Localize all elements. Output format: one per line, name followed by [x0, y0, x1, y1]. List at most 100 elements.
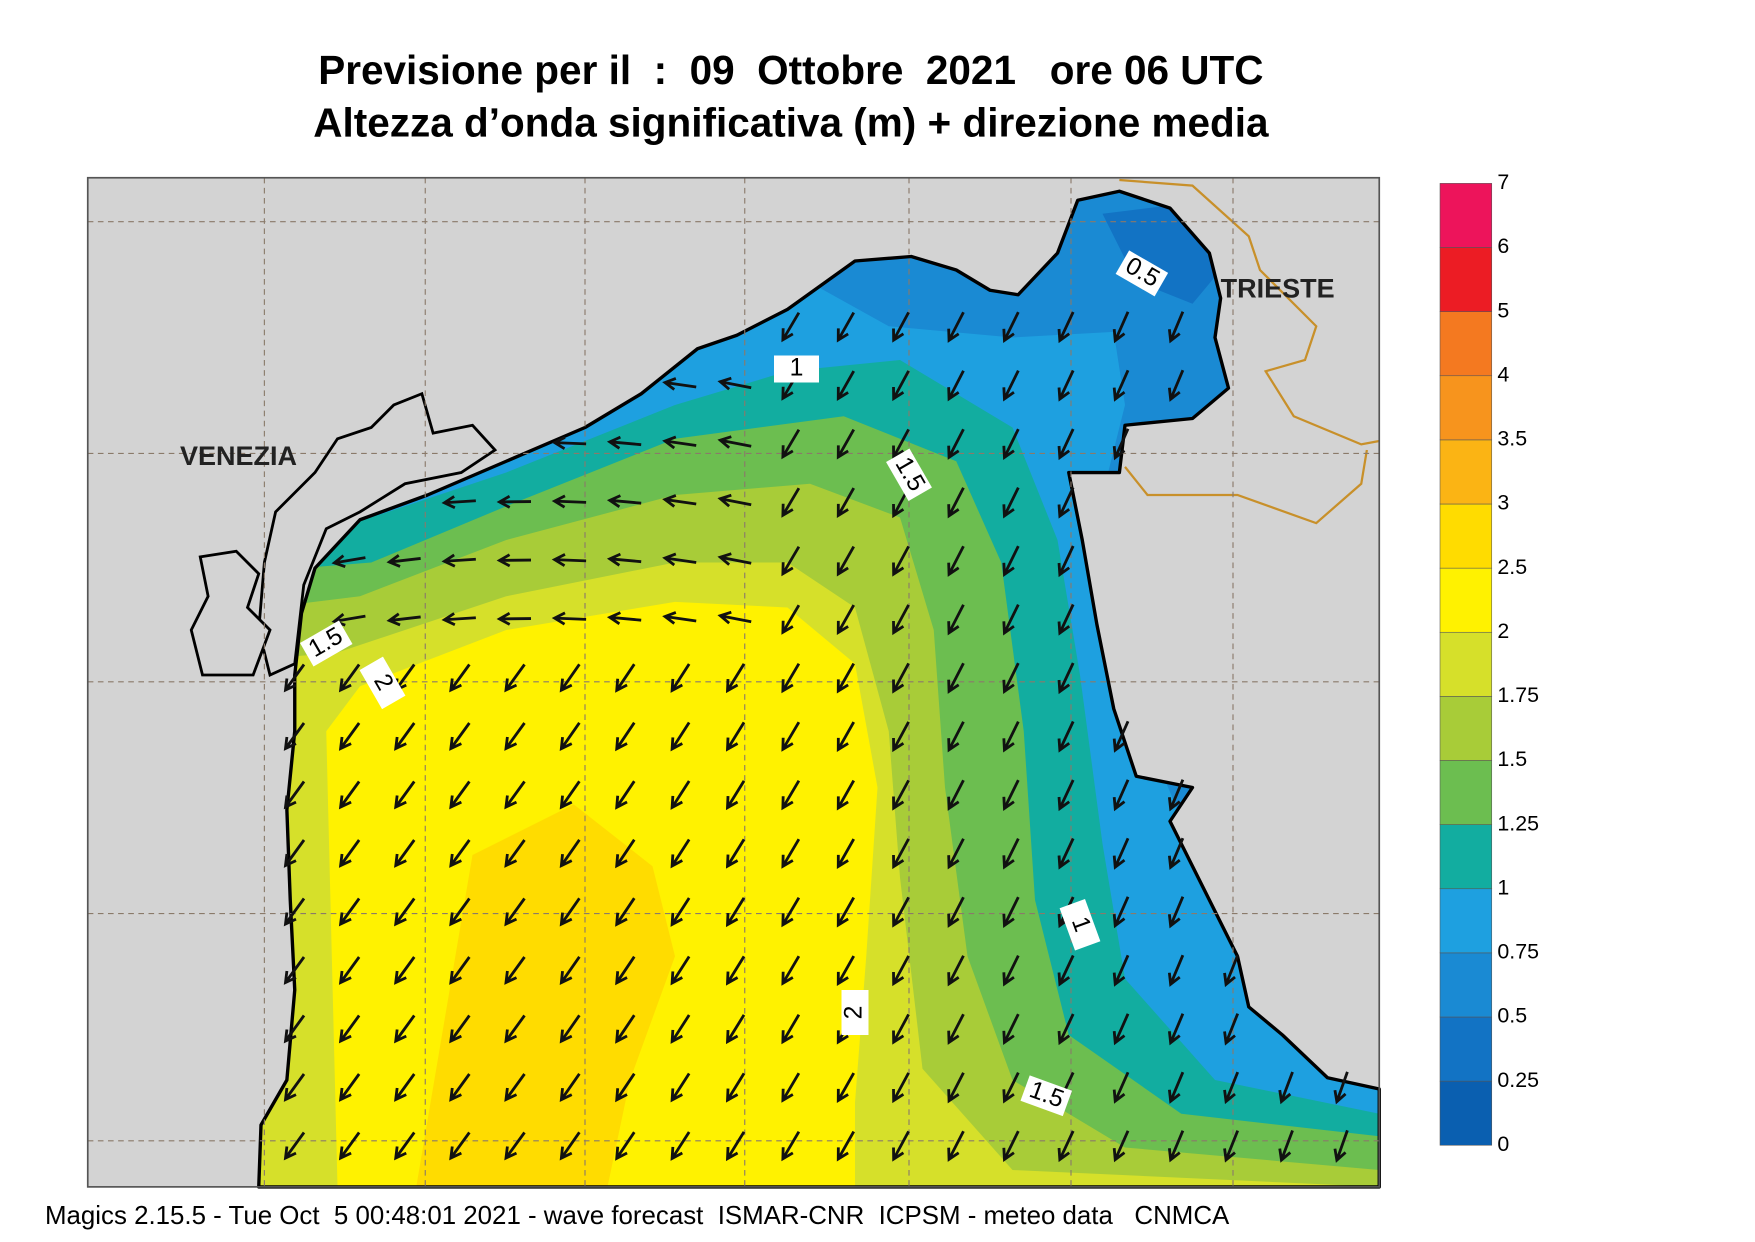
arrow: [947, 545, 965, 577]
label-box: [886, 448, 932, 501]
colorbar-label: 1: [1497, 875, 1509, 899]
arrow: [781, 896, 801, 928]
arrow: [1112, 720, 1130, 753]
contour-band: [416, 804, 675, 1187]
arrow: [947, 311, 965, 343]
arrow: [551, 494, 587, 509]
arrow: [559, 897, 581, 927]
arrow: [394, 897, 416, 927]
arrow: [1112, 896, 1130, 929]
arrow: [1112, 1130, 1130, 1163]
arrow: [1057, 545, 1075, 578]
colorbar-band: [1439, 247, 1493, 312]
arrow: [781, 311, 801, 343]
arrow: [331, 613, 366, 627]
arrow: [1112, 779, 1130, 812]
arrow: [615, 838, 636, 869]
arrow: [1002, 311, 1020, 343]
arrow: [338, 1073, 361, 1102]
arrow: [1002, 428, 1020, 460]
colorbar-label: 3: [1497, 491, 1509, 515]
arrow: [717, 493, 752, 508]
arrow: [892, 545, 910, 577]
arrow: [1223, 1013, 1240, 1046]
direction-arrows: [283, 311, 1349, 1163]
arrow: [1167, 779, 1185, 812]
contour-label-group: 2: [841, 990, 869, 1035]
arrow: [725, 838, 746, 869]
arrow: [1002, 779, 1020, 811]
arrow: [1112, 1013, 1130, 1046]
arrow: [1167, 954, 1185, 987]
arrow: [670, 897, 691, 927]
arrow: [662, 611, 697, 625]
arrow: [1002, 1071, 1020, 1104]
arrow: [781, 545, 801, 577]
label-box: [841, 990, 869, 1035]
graticule: [87, 177, 1380, 1187]
arrow: [449, 1014, 471, 1044]
arrow: [559, 663, 581, 693]
arrow: [1057, 779, 1075, 812]
arrow: [615, 1072, 636, 1103]
arrow: [1002, 720, 1020, 753]
arrow: [551, 611, 587, 626]
arrow: [559, 839, 581, 869]
arrow: [892, 838, 910, 870]
arrow: [947, 896, 965, 928]
arrow: [1057, 662, 1075, 695]
colorbar-label: 1.5: [1497, 747, 1527, 771]
arrow: [1002, 1130, 1020, 1162]
colorbar-band: [1439, 375, 1493, 441]
label-box: [1115, 250, 1169, 297]
arrow: [947, 604, 965, 636]
arrow: [338, 956, 361, 985]
colorbar-label: 0.75: [1497, 940, 1539, 964]
arrow: [781, 1013, 801, 1045]
colorbar-label: 2.5: [1497, 555, 1527, 579]
arrow: [283, 1131, 306, 1161]
arrow: [1112, 837, 1130, 870]
arrow: [615, 1014, 636, 1044]
arrow: [662, 435, 697, 450]
arrow: [1167, 1130, 1185, 1163]
arrow: [615, 663, 636, 693]
label-box: [300, 620, 353, 667]
arrow: [496, 611, 532, 626]
arrow: [386, 554, 421, 568]
arrow: [836, 487, 855, 518]
colorbar-band: [1439, 503, 1493, 569]
place-label: TRIESTE: [1221, 273, 1335, 303]
colorbar-label: 2: [1497, 619, 1509, 643]
arrow: [1167, 369, 1185, 402]
arrow: [606, 494, 642, 509]
coast-detail: [189, 549, 272, 677]
arrow: [606, 552, 642, 567]
arrow: [1002, 603, 1020, 636]
arrow: [1057, 1130, 1075, 1163]
arrow: [836, 311, 855, 343]
arrow: [836, 662, 855, 694]
arrow: [1057, 837, 1075, 870]
arrow: [1223, 954, 1240, 988]
arrow: [1002, 954, 1020, 987]
arrow: [504, 663, 526, 693]
arrow: [781, 721, 801, 752]
arrow: [449, 839, 471, 868]
arrow: [892, 604, 910, 636]
arrow: [947, 487, 965, 519]
arrow: [892, 1072, 910, 1104]
arrow: [394, 780, 416, 810]
arrow: [394, 722, 416, 751]
arrow: [1057, 369, 1075, 402]
arrow: [892, 779, 910, 811]
contour-label-group: 1: [1059, 898, 1101, 951]
arrow: [670, 780, 691, 810]
colorbar-label: 4: [1497, 362, 1509, 386]
arrow: [781, 1130, 801, 1162]
arrow: [947, 838, 965, 870]
arrow: [1002, 545, 1020, 577]
arrow: [1002, 486, 1020, 519]
